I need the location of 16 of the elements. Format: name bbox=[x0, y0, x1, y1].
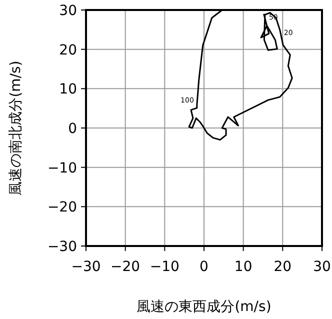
y-tick-label: 30 bbox=[59, 3, 77, 19]
y-tick-label: −10 bbox=[47, 160, 77, 176]
x-axis-title: 風速の東西成分(m/s) bbox=[136, 299, 272, 315]
y-tick-label: −20 bbox=[47, 200, 77, 216]
x-tick-label: −30 bbox=[71, 259, 101, 275]
y-tick-label: 10 bbox=[59, 82, 77, 98]
x-tick-label: 30 bbox=[313, 259, 331, 275]
x-tick-label: −10 bbox=[150, 259, 180, 275]
y-axis-title: 風速の南北成分(m/s) bbox=[8, 60, 24, 196]
x-tick-label: 10 bbox=[234, 259, 252, 275]
x-tick-label: 20 bbox=[274, 259, 292, 275]
y-tick-label: −30 bbox=[47, 239, 77, 255]
x-tick-label: −20 bbox=[110, 259, 140, 275]
x-tick-label: 0 bbox=[200, 259, 208, 275]
y-tick-label: 0 bbox=[68, 121, 77, 137]
y-tick-label: 20 bbox=[59, 42, 77, 58]
